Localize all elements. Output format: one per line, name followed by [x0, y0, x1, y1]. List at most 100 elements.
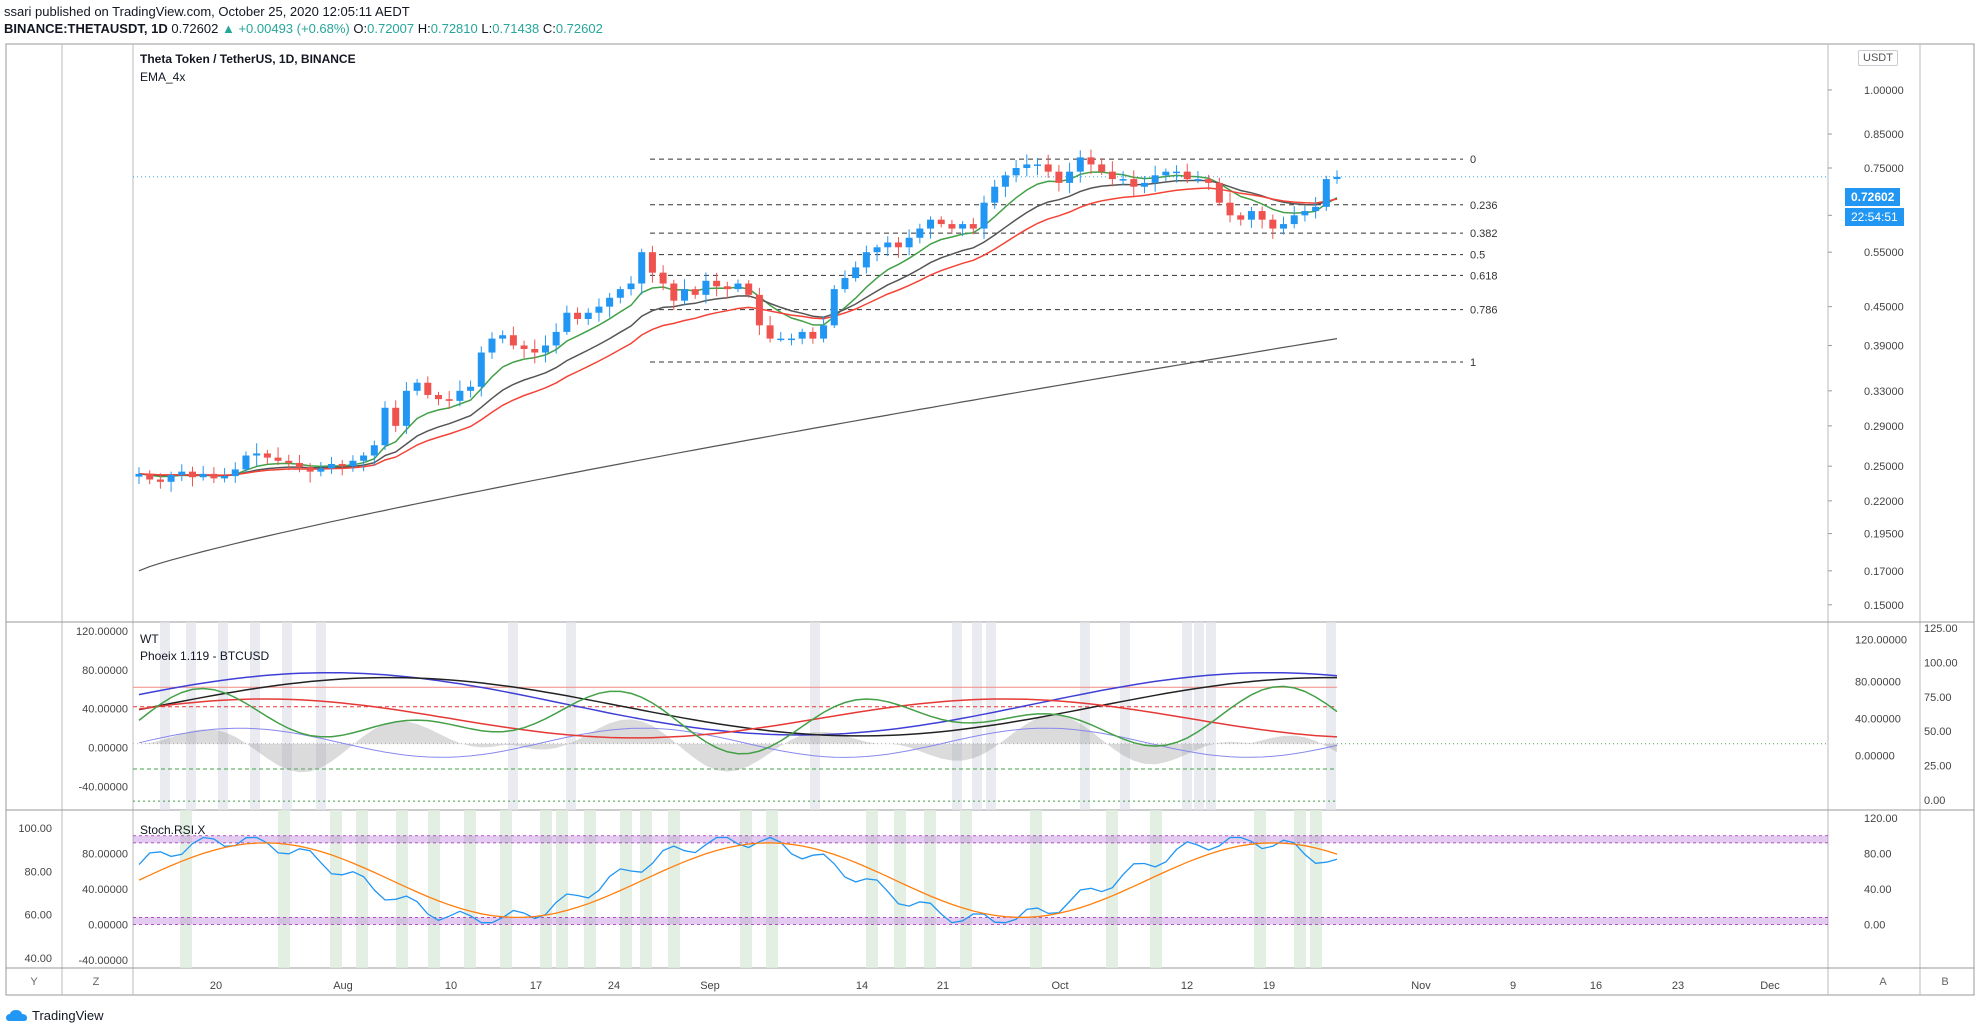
candle-body	[1194, 179, 1202, 181]
toggle-y-button[interactable]: Y	[30, 976, 38, 988]
wt-highlight-column	[282, 622, 292, 810]
candle-body	[328, 464, 336, 469]
candle-body	[1001, 175, 1009, 187]
x-tick-label: 14	[856, 980, 868, 992]
ema-legend[interactable]: EMA_4x	[140, 70, 186, 84]
high-value: 0.72810	[430, 21, 478, 36]
candle-body	[916, 228, 924, 238]
candle-body	[595, 306, 603, 313]
candle-body	[969, 224, 977, 229]
wt-highlight-column	[1326, 622, 1336, 810]
auto-scale-button[interactable]: A	[1879, 976, 1887, 988]
candle-body	[349, 460, 357, 467]
candle-body	[1066, 171, 1074, 183]
wt-blue-line	[138, 671, 1338, 736]
stoch-overbought-band	[133, 835, 1828, 843]
stoch-highlight-column	[1150, 810, 1162, 968]
wt-highlight-column	[810, 622, 820, 810]
candle-body	[852, 267, 860, 279]
wt-outer-tick: 25.00	[1924, 761, 1952, 773]
wt-left-tick: -40.00000	[78, 782, 128, 794]
candle-body	[445, 399, 453, 401]
x-tick-label: 9	[1510, 980, 1516, 992]
wt-pane-title[interactable]: WT	[140, 632, 159, 646]
wt-black-line	[138, 676, 1337, 737]
stoch-highlight-column	[556, 810, 568, 968]
candle-body	[627, 283, 635, 290]
stoch-k-line	[138, 836, 1338, 924]
wt-highlight-column	[250, 622, 260, 810]
fibonacci-retracement[interactable]: 0 0.236 0.382 0.5 0.618 0.786 1	[650, 154, 1498, 369]
candle-body	[1119, 179, 1127, 181]
stoch-highlight-column	[1294, 810, 1306, 968]
close-value: 0.72602	[555, 21, 603, 36]
candle-body	[156, 479, 164, 482]
candle-body	[435, 394, 442, 400]
stoch-highlight-column	[428, 810, 440, 968]
high-label: H:	[417, 21, 431, 36]
stoch-highlight-column	[1106, 810, 1118, 968]
symbol-ohlc-bar: BINANCE:THETAUSDT, 1D 0.72602 ▲ +0.00493…	[4, 21, 603, 36]
ema-long-line	[138, 338, 1338, 572]
currency-button[interactable]: USDT	[1858, 50, 1898, 66]
price-tick-label: 0.75000	[1864, 163, 1904, 175]
wt-highlight-column	[186, 622, 196, 810]
fib-level-label: 0.236	[1470, 200, 1498, 212]
fib-level-label: 0.5	[1470, 250, 1485, 262]
stoch-highlight-column	[500, 810, 512, 968]
candle-body	[199, 473, 207, 478]
candle-body	[317, 468, 325, 472]
wt-left-tick: 120.00000	[76, 626, 128, 638]
candle-body	[809, 331, 817, 339]
wt-highlight-column	[1120, 622, 1130, 810]
stoch-pane-title[interactable]: Stoch.RSI.X	[140, 823, 206, 837]
candle-body	[509, 335, 517, 346]
stoch-left-tick: 40.00000	[82, 884, 128, 896]
wt-right-tick: 0.00000	[1855, 750, 1895, 762]
candle-body	[231, 469, 239, 477]
stoch-highlight-column	[668, 810, 680, 968]
ema-lines	[138, 171, 1338, 572]
candle-body	[606, 297, 614, 307]
fib-level-label: 0.618	[1470, 270, 1498, 282]
tradingview-logo[interactable]: TradingView	[6, 1008, 104, 1023]
candle-body	[884, 242, 892, 248]
candle-body	[1226, 202, 1234, 216]
price-tick-label: 0.85000	[1864, 129, 1904, 141]
price-tick-label: 0.55000	[1864, 247, 1904, 259]
x-tick-label: 12	[1181, 980, 1193, 992]
candle-body	[499, 335, 507, 339]
candle-body	[1215, 182, 1223, 203]
candle-body	[734, 283, 742, 290]
candle-body	[146, 473, 154, 480]
price-tick-label: 0.33000	[1864, 386, 1904, 398]
toggle-b-button[interactable]: B	[1941, 976, 1949, 988]
wt-highlight-column	[566, 622, 576, 810]
low-label: L:	[481, 21, 493, 36]
candle-body	[1301, 211, 1309, 216]
wt-highlight-column	[1194, 622, 1204, 810]
candle-body	[905, 237, 913, 248]
wt-right-tick: 120.00000	[1855, 635, 1907, 647]
candle-body	[766, 325, 774, 339]
candle-body	[1322, 179, 1330, 207]
price-tick-label: 0.19500	[1864, 529, 1904, 541]
x-tick-label: 20	[210, 980, 222, 992]
candle-body	[584, 312, 592, 319]
candle-body	[787, 338, 795, 341]
wt-red-line	[138, 698, 1338, 739]
stoch-highlight-column	[924, 810, 936, 968]
toggle-z-button[interactable]: Z	[92, 976, 100, 988]
candle-body	[1098, 164, 1106, 172]
candle-body	[552, 331, 560, 346]
wt-highlight-column	[986, 622, 996, 810]
wt-highlight-column	[160, 622, 170, 810]
candle-body	[1044, 164, 1052, 172]
wt-pane-subtitle: Phoeix 1.119 - BTCUSD	[140, 649, 270, 663]
close-label: C:	[542, 21, 556, 36]
stoch-left-tick: 80.00000	[82, 849, 128, 861]
wt-left-tick: 40.00000	[82, 704, 128, 716]
candle-body	[531, 348, 539, 353]
candle-body	[188, 471, 196, 478]
